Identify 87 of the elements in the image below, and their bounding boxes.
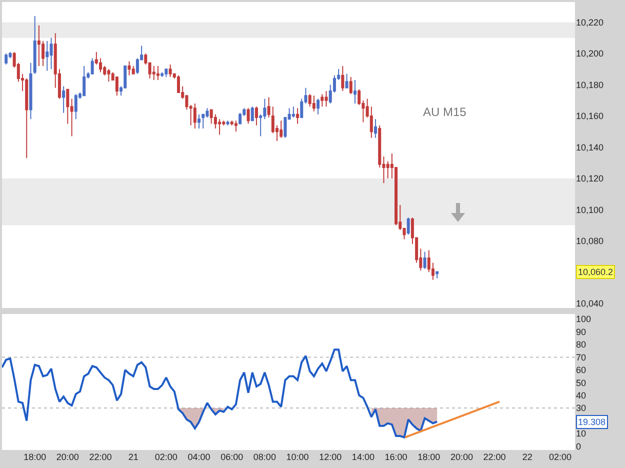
y-tick-label: 70: [576, 352, 586, 362]
candlestick: [349, 76, 352, 95]
candlestick: [353, 80, 356, 104]
y-tick-label: 10,040: [576, 298, 604, 308]
candlestick: [156, 66, 160, 81]
candlestick: [74, 94, 78, 120]
x-tick-label: 02:00: [154, 452, 178, 462]
y-tick-label: 10,220: [576, 17, 604, 28]
candlestick: [280, 120, 283, 138]
candlestick: [62, 86, 66, 114]
x-tick-label: 14:00: [352, 452, 374, 462]
candlestick: [320, 94, 324, 108]
y-tick-label: 10,160: [576, 111, 604, 122]
candlestick: [90, 58, 94, 74]
candlestick: [423, 251, 426, 270]
candlestick: [267, 96, 270, 118]
candlestick: [292, 106, 295, 118]
y-tick-label: 10,200: [576, 48, 604, 59]
candlestick: [115, 76, 118, 96]
candlestick: [374, 118, 378, 138]
annotation: 19.308: [578, 417, 606, 427]
y-tick-label: 10,180: [576, 80, 604, 90]
y-tick-label: 90: [576, 326, 586, 337]
candlestick: [50, 37, 53, 70]
candlestick: [226, 120, 230, 126]
candlestick: [198, 114, 201, 129]
candlestick: [37, 24, 40, 67]
candlestick: [4, 53, 8, 65]
candlestick: [152, 66, 156, 81]
y-tick-label: 10,140: [576, 142, 604, 152]
y-tick-label: 40: [576, 390, 586, 400]
x-tick-label: 20:00: [56, 452, 79, 462]
x-tick-label: 16:00: [384, 452, 408, 462]
candlestick: [82, 66, 86, 96]
candlestick: [324, 90, 328, 108]
candlestick: [210, 109, 213, 124]
candlestick: [218, 118, 222, 136]
x-tick-label: 08:00: [253, 452, 276, 462]
x-tick-label: 22:00: [89, 452, 112, 462]
x-tick-label: 18:00: [24, 452, 46, 462]
y-tick-label: 100: [576, 314, 592, 324]
candlestick: [296, 108, 300, 124]
candlestick: [132, 66, 135, 74]
candlestick: [250, 106, 254, 122]
x-tick-label: 21: [128, 452, 138, 462]
y-tick-label: 60: [576, 365, 586, 376]
candlestick: [246, 108, 250, 124]
candlestick: [341, 66, 344, 92]
y-tick-label: 0: [576, 441, 582, 452]
x-tick-label: 18:00: [418, 452, 440, 462]
y-tick-label: 80: [576, 340, 586, 350]
candlestick: [406, 216, 410, 236]
candlestick: [308, 94, 312, 108]
candlestick: [46, 40, 49, 72]
x-tick-label: 02:00: [548, 452, 572, 462]
y-tick-label: 10,080: [576, 236, 604, 246]
x-tick-label: 04:00: [188, 452, 210, 462]
candlestick: [168, 64, 172, 78]
y-tick-label: 10,120: [576, 174, 604, 184]
candlestick: [193, 102, 196, 129]
candlestick: [316, 98, 320, 115]
x-tick-label: 06:00: [220, 452, 244, 462]
x-tick-label: 20:00: [450, 452, 473, 462]
annotation: 10,060.2: [578, 267, 614, 277]
line-series: [2, 348, 438, 438]
annotation: AU M15: [423, 105, 467, 119]
candlestick: [254, 106, 258, 126]
candlestick: [128, 60, 131, 76]
candlestick: [29, 62, 32, 120]
y-tick-label: 10,100: [576, 204, 604, 215]
y-tick-label: 50: [576, 378, 586, 388]
x-tick-label: 22: [522, 452, 532, 462]
candlestick: [25, 78, 28, 159]
candlestick: [164, 68, 168, 78]
candlestick: [312, 95, 316, 112]
y-tick-label: 10: [576, 428, 586, 439]
y-tick-label: 30: [576, 403, 586, 414]
x-tick-label: 10:00: [286, 452, 309, 462]
candlestick: [107, 68, 110, 82]
x-tick-label: 12:00: [319, 452, 342, 462]
candlestick: [436, 271, 439, 279]
candlestick: [160, 72, 164, 78]
x-tick-label: 22:00: [483, 452, 506, 462]
candlestick: [234, 120, 238, 132]
candlestick: [345, 73, 348, 88]
candlestick: [33, 16, 36, 74]
candlestick: [238, 112, 242, 124]
